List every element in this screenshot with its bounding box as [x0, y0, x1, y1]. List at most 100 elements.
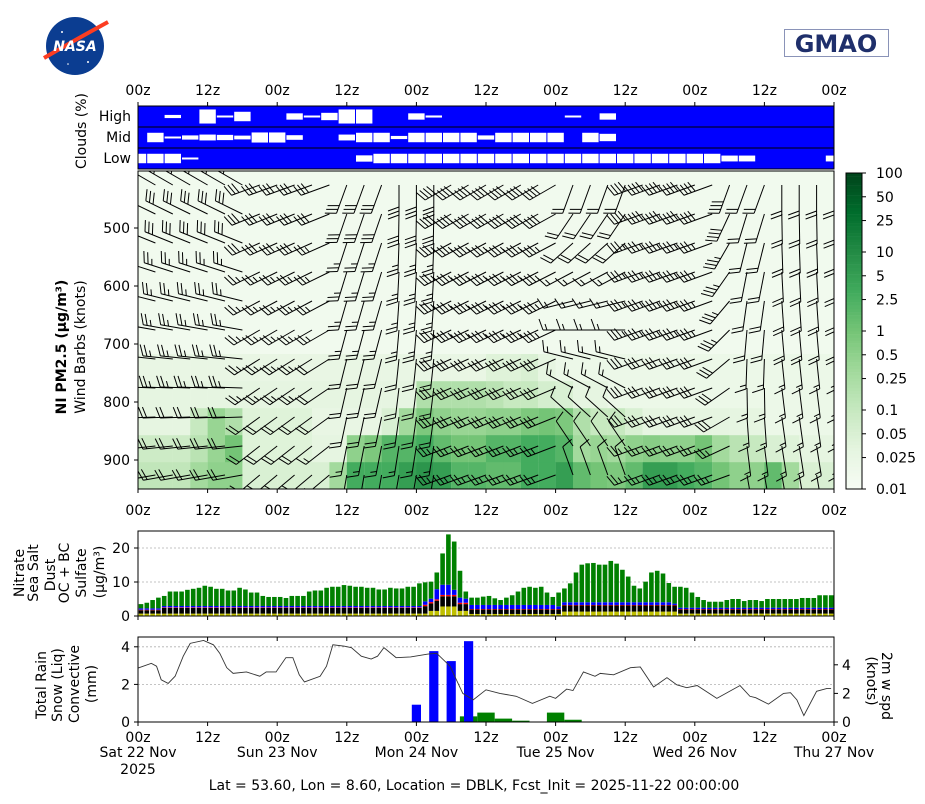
aerosol-bar-sulfate	[306, 613, 312, 616]
wind-barb-feather	[506, 247, 516, 256]
wind-barb-feather	[453, 360, 463, 370]
colorbar-segment	[846, 359, 862, 363]
wind-barb-feather	[492, 359, 502, 369]
wind-barb-shaft	[763, 474, 768, 489]
aerosol-bar-dust	[214, 607, 219, 608]
wind-barb-shaft	[528, 242, 556, 258]
wind-barb-feather	[520, 220, 530, 229]
wind-barb	[172, 437, 208, 450]
aerosol-bar-dust	[266, 607, 271, 608]
wind-barb-shaft	[195, 355, 226, 360]
heatmap-cell	[625, 354, 643, 382]
wind-barb-shaft	[197, 200, 226, 215]
wind-barb-feather	[300, 213, 310, 223]
colorbar-segment	[846, 179, 862, 183]
wind-barb-feather	[683, 212, 692, 222]
wind-barb-feather	[154, 469, 162, 481]
wind-barb-feather	[471, 474, 480, 485]
heatmap-cell	[312, 354, 330, 382]
aerosol-bar-oc-bc	[741, 609, 747, 614]
wind-barb-feather	[805, 214, 817, 220]
heatmap-cell	[259, 354, 278, 382]
wind-barb-shaft	[195, 445, 226, 450]
wind-barb-half-feather	[711, 311, 719, 316]
wind-barb-feather	[580, 362, 584, 374]
wind-barb-shaft	[510, 445, 539, 458]
aerosol-bar-sulfate	[788, 613, 793, 616]
wind-barb-feather	[806, 297, 819, 303]
aerosol-bar-sulfate	[637, 611, 643, 616]
aerosol-bar-oc-bc	[794, 609, 799, 614]
wind-barb-feather	[404, 243, 417, 249]
wind-barb-feather	[138, 375, 144, 388]
wind-barb-shaft	[666, 242, 695, 254]
wind-barb	[658, 210, 695, 225]
wind-barb-feather	[242, 397, 253, 406]
colorbar-segment	[846, 327, 862, 332]
wind-barb-feather	[222, 192, 225, 205]
wind-barb-feather	[746, 267, 759, 270]
heatmap-cell	[590, 435, 608, 463]
wind-barb-feather	[805, 210, 817, 216]
colorbar-segment	[846, 378, 862, 382]
wind-barb-feather	[488, 218, 499, 227]
heatmap-cell	[573, 435, 591, 463]
wind-barb	[736, 387, 749, 423]
wind-barb-feather	[658, 388, 667, 399]
aerosol-bar-nitrate	[434, 572, 440, 590]
colorbar-segment	[846, 447, 862, 452]
wind-barb-shaft	[527, 445, 556, 458]
aerosol-bar-sulfate	[283, 613, 289, 616]
heatmap-cell	[660, 435, 678, 463]
wind-barb-feather	[631, 299, 640, 309]
wind-barb-half-feather	[426, 264, 434, 268]
wind-barb	[176, 282, 208, 302]
aerosol-bar-sea-salt	[596, 602, 602, 605]
heatmap-cell	[451, 408, 469, 436]
wind-barb-feather	[484, 362, 494, 372]
aerosol-bar-dust	[237, 607, 242, 608]
wind-barb-feather	[623, 243, 633, 254]
cloud-cell	[825, 155, 834, 162]
wind-barb-shaft	[711, 271, 731, 297]
aerosol-bar-dust	[428, 602, 434, 604]
wind-barb-feather	[401, 388, 414, 393]
wind-barb-shaft	[177, 445, 208, 450]
wind-barb-shaft	[305, 445, 330, 465]
wind-barb-feather	[158, 469, 166, 480]
wind-barb-feather	[662, 387, 671, 398]
wind-barb-feather	[693, 450, 703, 460]
aerosol-bar-sea-salt	[225, 605, 231, 608]
aerosol-bar-oc-bc	[393, 607, 399, 614]
aerosol-bar-sea-salt	[214, 605, 219, 608]
aerosol-bar-sea-salt	[463, 598, 469, 603]
aerosol-bar-sulfate	[666, 611, 672, 616]
wind-barb-feather	[328, 416, 341, 420]
wind-barb-feather	[436, 303, 446, 313]
wind-barb-feather	[344, 329, 356, 332]
wind-barb-feather	[702, 366, 713, 374]
clouds-frame	[137, 105, 835, 170]
wind-barb-feather	[502, 305, 512, 315]
wind-barb	[658, 181, 695, 196]
time-tick-label: 00z	[543, 503, 568, 519]
wind-barb-feather	[159, 406, 165, 419]
wind-barb-shaft	[457, 474, 487, 486]
wind-barb	[806, 242, 819, 278]
wind-barb	[422, 185, 435, 220]
wind-barb	[173, 375, 208, 389]
wind-barb	[775, 416, 787, 453]
aerosol-bar-sea-salt	[712, 607, 718, 610]
wind-barb-feather	[631, 328, 640, 338]
wind-barb-shaft	[579, 446, 591, 476]
aerosol-bar-sea-salt	[747, 607, 753, 610]
wind-barb-shaft	[138, 416, 156, 419]
wind-barb	[383, 416, 400, 450]
wind-barb	[484, 416, 521, 429]
wind-barb-shaft	[833, 446, 834, 450]
wind-barb-shaft	[798, 271, 802, 302]
aerosol-bar-dust	[695, 609, 701, 610]
wind-barb-shaft	[339, 387, 348, 418]
y-right-tick-label: 4	[842, 658, 851, 674]
wind-barb-feather	[731, 330, 743, 334]
